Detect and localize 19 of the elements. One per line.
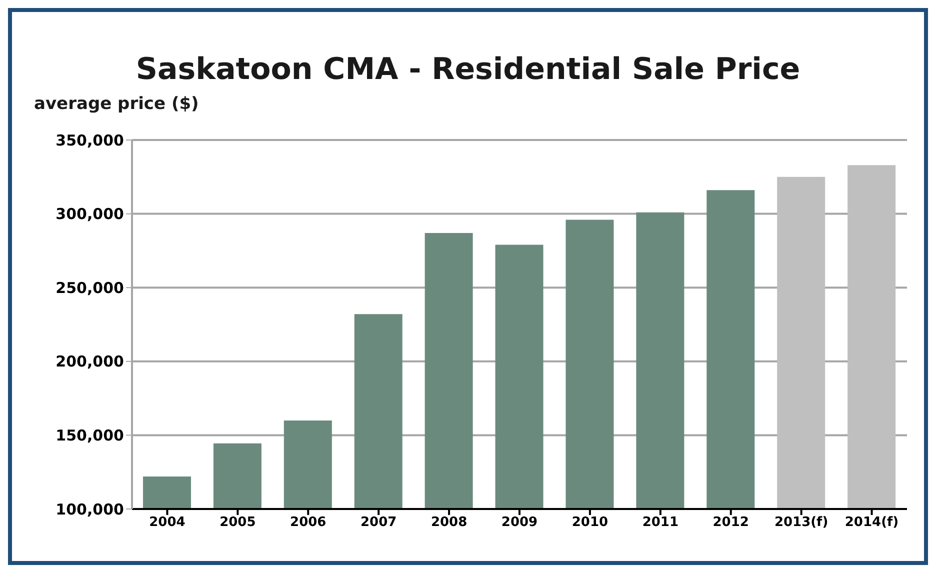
x-tick-label: 2010 — [572, 515, 608, 530]
x-tick-label: 2004 — [149, 515, 186, 530]
x-tick-label: 2011 — [642, 515, 679, 530]
x-tick-label: 2013(f) — [774, 515, 828, 530]
x-tick-label: 2006 — [290, 515, 326, 530]
x-tick-label: 2007 — [360, 515, 397, 530]
x-tick-label: 2012 — [712, 515, 749, 530]
x-tick-label: 2009 — [501, 515, 538, 530]
y-tick-label: 200,000 — [56, 352, 124, 371]
y-tick-label: 250,000 — [56, 278, 124, 297]
y-tick-label: 300,000 — [56, 205, 124, 224]
x-tick-label: 2005 — [220, 515, 256, 530]
y-tick-label: 100,000 — [56, 500, 124, 518]
x-tick-label: 2008 — [430, 515, 468, 530]
y-tick-label: 350,000 — [56, 131, 124, 150]
y-tick-label: 150,000 — [56, 426, 124, 445]
y-axis-title: average price ($) — [34, 94, 199, 114]
chart-title: Saskatoon CMA - Residential Sale Price — [134, 52, 802, 87]
x-tick-label: 2014(f) — [844, 515, 899, 530]
